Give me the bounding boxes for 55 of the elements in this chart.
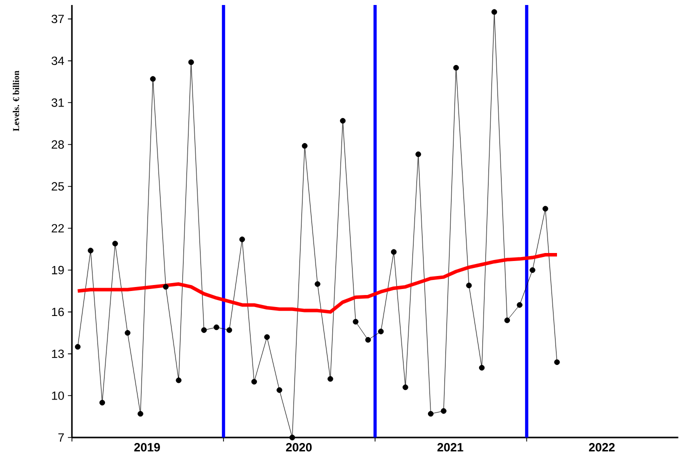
point [226, 327, 232, 333]
point [542, 206, 548, 212]
point [402, 384, 408, 390]
y-tick-label: 31 [52, 98, 64, 107]
point [440, 408, 446, 414]
point [302, 142, 308, 149]
point [352, 318, 358, 324]
point [162, 284, 169, 290]
y-axis-title: Levels. € billion [12, 70, 20, 131]
point [453, 64, 459, 70]
y-tick-label: 37 [52, 14, 64, 23]
point [314, 280, 320, 287]
point [138, 410, 144, 416]
point [276, 387, 282, 393]
y-tick-label: 34 [52, 56, 64, 65]
point [365, 336, 371, 342]
point [251, 378, 257, 384]
point [289, 434, 296, 440]
y-tick-label: 28 [52, 140, 64, 148]
point [390, 248, 397, 255]
y-tick-label: 10 [52, 391, 64, 400]
point [176, 377, 182, 383]
point [340, 118, 346, 124]
y-tick-label: 13 [52, 349, 64, 358]
point [74, 344, 81, 350]
point [504, 317, 510, 323]
x-tick-label: 2021 [437, 442, 464, 452]
point [264, 334, 270, 340]
point [150, 76, 156, 82]
point [99, 400, 106, 406]
point [239, 236, 245, 242]
point [112, 240, 118, 246]
point [428, 410, 434, 416]
point [214, 324, 220, 330]
point [491, 8, 498, 15]
point [378, 328, 384, 334]
point [530, 267, 536, 273]
point [415, 151, 422, 157]
point [88, 247, 94, 254]
point [188, 59, 194, 65]
y-tick-label: 25 [52, 182, 64, 190]
point [328, 376, 334, 382]
point [478, 364, 485, 370]
point [554, 359, 560, 365]
y-tick-label: 7 [58, 433, 64, 442]
point [466, 282, 472, 288]
x-tick-label: 2022 [588, 442, 615, 452]
y-tick-label: 16 [52, 307, 64, 316]
x-tick-label: 2020 [286, 442, 312, 452]
point [516, 302, 522, 308]
y-tick-label: 22 [52, 224, 64, 232]
point [201, 327, 207, 333]
y-tick-label: 19 [52, 266, 64, 274]
x-tick-label: 2019 [134, 442, 160, 452]
point [124, 330, 130, 336]
